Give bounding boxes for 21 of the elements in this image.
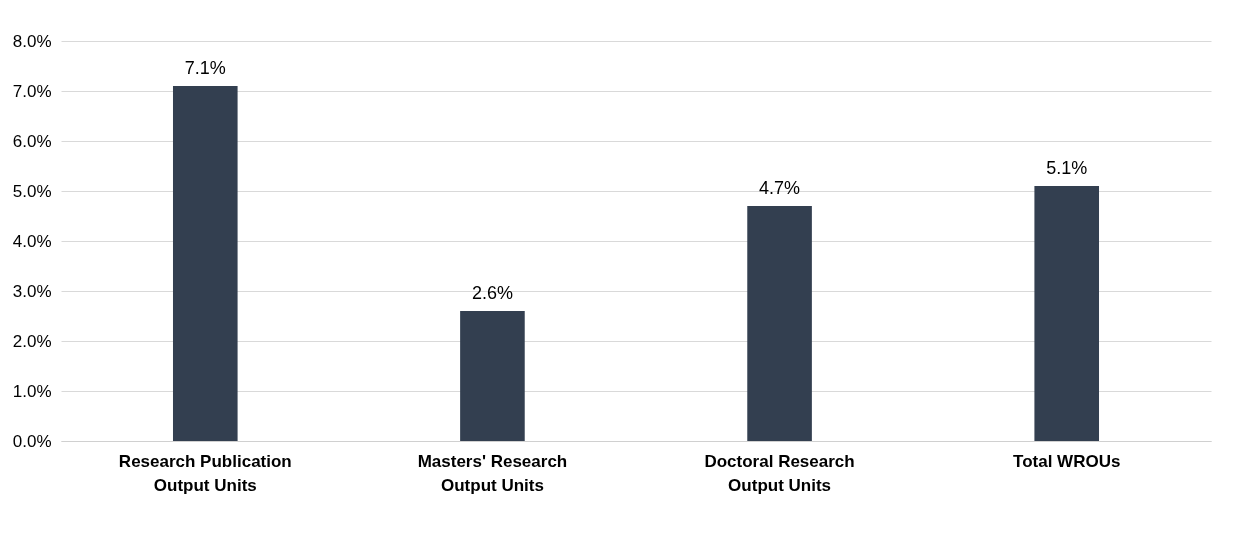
bar xyxy=(747,206,812,441)
data-label: 4.7% xyxy=(759,178,801,198)
y-tick-label: 3.0% xyxy=(12,281,52,301)
bar xyxy=(460,311,525,441)
x-tick-label: Masters' Research Output Units xyxy=(417,451,568,495)
x-tick-label: Research Publication Output Units xyxy=(118,451,292,495)
x-tick-label: Doctoral Research Output Units xyxy=(704,451,855,495)
y-tick-label: 8.0% xyxy=(12,31,52,51)
data-label: 5.1% xyxy=(1046,158,1088,178)
y-tick-label: 7.0% xyxy=(12,81,52,101)
bar xyxy=(172,86,238,441)
y-tick-label: 0.0% xyxy=(12,431,52,451)
y-tick-label: 5.0% xyxy=(12,181,52,201)
x-tick-label: Total WROUs xyxy=(1013,451,1121,471)
y-tick-label: 6.0% xyxy=(12,131,52,151)
data-label: 2.6% xyxy=(471,283,513,303)
y-tick-label: 1.0% xyxy=(12,381,52,401)
y-tick-label: 2.0% xyxy=(12,331,52,351)
y-tick-label: 4.0% xyxy=(12,231,52,251)
bar xyxy=(1034,186,1100,441)
data-label: 7.1% xyxy=(184,58,226,78)
